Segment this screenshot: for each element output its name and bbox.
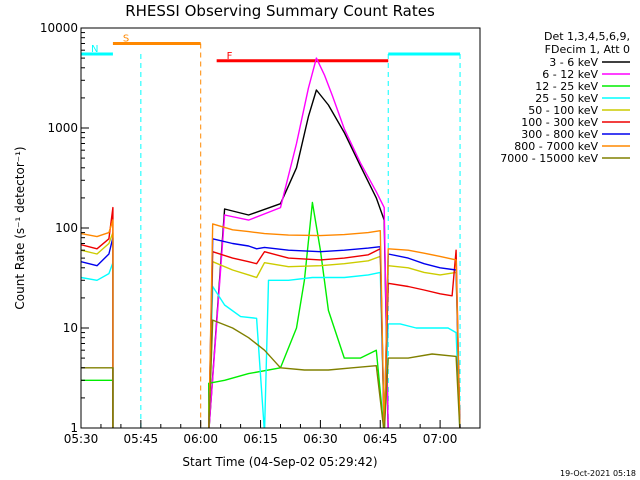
x-tick-label: 06:00 [183,432,218,446]
y-axis: 1 10 100 1000 10000 [40,21,89,435]
series-lines [81,57,461,428]
x-axis: 05:30 05:45 06:00 06:15 06:30 06:45 07:00 [64,420,461,446]
flag-label: N [91,44,98,55]
x-tick-label: 05:30 [64,432,99,446]
series-line [81,262,461,428]
legend-entry-label: 100 - 300 keV [521,116,598,129]
legend-entry-label: 50 - 100 keV [528,104,598,117]
instrument-flags: S N F [80,33,461,428]
x-tick-label: 06:15 [243,432,278,446]
flag-label: S [123,33,129,44]
y-tick-label: 100 [55,221,78,235]
y-tick-label: 10000 [40,21,78,35]
x-tick-label: 06:45 [363,432,398,446]
legend: Det 1,3,4,5,6,9,FDecim 1, Att 03 - 6 keV… [500,30,630,165]
legend-entry-label: 300 - 800 keV [521,128,598,141]
series-line [81,201,385,428]
legend-entry-label: 25 - 50 keV [535,92,598,105]
y-tick-label: 1000 [47,121,78,135]
x-tick-label: 05:45 [124,432,159,446]
x-tick-label: 06:30 [303,432,338,446]
series-line [81,319,461,428]
series-line [208,57,389,428]
generation-timestamp: 19-Oct-2021 05:18 [560,469,636,478]
legend-entry-label: 12 - 25 keV [535,80,598,93]
legend-header: FDecim 1, Att 0 [545,43,630,56]
legend-entry-label: 800 - 7000 keV [514,140,598,153]
legend-entry-label: 6 - 12 keV [542,68,598,81]
x-axis-label: Start Time (04-Sep-02 05:29:42) [182,455,377,469]
y-tick-label: 1 [70,421,78,435]
legend-entry-label: 7000 - 15000 keV [500,152,598,165]
chart-title: RHESSI Observing Summary Count Rates [125,2,435,20]
y-axis-label: Count Rate (s⁻¹ detector⁻¹) [13,146,27,309]
series-line [81,206,461,428]
legend-header: Det 1,3,4,5,6,9, [544,30,630,43]
x-tick-label: 07:00 [423,432,458,446]
y-tick-label: 10 [63,321,78,335]
legend-entry-label: 3 - 6 keV [549,56,598,69]
flag-label: F [227,51,233,62]
